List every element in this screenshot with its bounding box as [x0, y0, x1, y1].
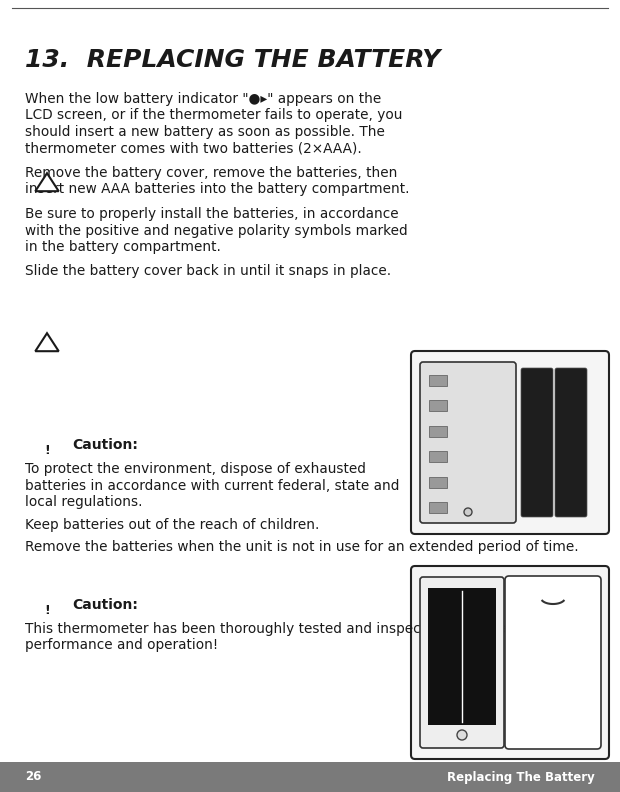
- FancyBboxPatch shape: [555, 368, 587, 517]
- Text: !: !: [44, 604, 50, 617]
- Polygon shape: [35, 333, 59, 351]
- Text: Replacing The Battery: Replacing The Battery: [447, 771, 595, 783]
- Text: thermometer comes with two batteries (2×AAA).: thermometer comes with two batteries (2×…: [25, 142, 361, 155]
- Text: LCD screen, or if the thermometer fails to operate, you: LCD screen, or if the thermometer fails …: [25, 109, 402, 123]
- FancyBboxPatch shape: [420, 362, 516, 523]
- Text: Be sure to properly install the batteries, in accordance: Be sure to properly install the batterie…: [25, 207, 399, 221]
- Text: insert new AAA batteries into the battery compartment.: insert new AAA batteries into the batter…: [25, 182, 409, 196]
- Text: To protect the environment, dispose of exhausted: To protect the environment, dispose of e…: [25, 462, 366, 476]
- Text: Remove the battery cover, remove the batteries, then: Remove the battery cover, remove the bat…: [25, 166, 397, 180]
- FancyBboxPatch shape: [411, 566, 609, 759]
- Bar: [429, 451, 447, 463]
- FancyBboxPatch shape: [411, 351, 609, 534]
- Bar: [0, 762, 620, 792]
- Text: Remove the batteries when the unit is not in use for an extended period of time.: Remove the batteries when the unit is no…: [25, 540, 578, 554]
- Circle shape: [457, 730, 467, 740]
- Text: in the battery compartment.: in the battery compartment.: [25, 240, 221, 254]
- FancyBboxPatch shape: [521, 368, 553, 517]
- Text: batteries in accordance with current federal, state and: batteries in accordance with current fed…: [25, 478, 399, 493]
- Text: When the low battery indicator "●▸" appears on the: When the low battery indicator "●▸" appe…: [25, 92, 381, 106]
- Text: This thermometer has been thoroughly tested and inspected to assure proper: This thermometer has been thoroughly tes…: [25, 622, 560, 636]
- Text: Caution:: Caution:: [72, 598, 138, 612]
- FancyBboxPatch shape: [420, 577, 504, 748]
- Bar: [429, 502, 447, 513]
- Text: 13.  REPLACING THE BATTERY: 13. REPLACING THE BATTERY: [25, 48, 440, 72]
- Text: Caution:: Caution:: [72, 438, 138, 452]
- Text: should insert a new battery as soon as possible. The: should insert a new battery as soon as p…: [25, 125, 385, 139]
- Text: Keep batteries out of the reach of children.: Keep batteries out of the reach of child…: [25, 517, 319, 531]
- Text: 26: 26: [25, 771, 42, 783]
- Bar: [428, 588, 496, 725]
- Polygon shape: [35, 173, 59, 191]
- Text: performance and operation!: performance and operation!: [25, 638, 218, 653]
- Bar: [429, 401, 447, 411]
- Text: Slide the battery cover back in until it snaps in place.: Slide the battery cover back in until it…: [25, 265, 391, 279]
- Text: local regulations.: local regulations.: [25, 495, 143, 509]
- Bar: [429, 375, 447, 386]
- Text: with the positive and negative polarity symbols marked: with the positive and negative polarity …: [25, 223, 407, 238]
- FancyBboxPatch shape: [505, 576, 601, 749]
- Circle shape: [464, 508, 472, 516]
- Bar: [429, 426, 447, 437]
- Text: !: !: [44, 444, 50, 457]
- Bar: [429, 477, 447, 488]
